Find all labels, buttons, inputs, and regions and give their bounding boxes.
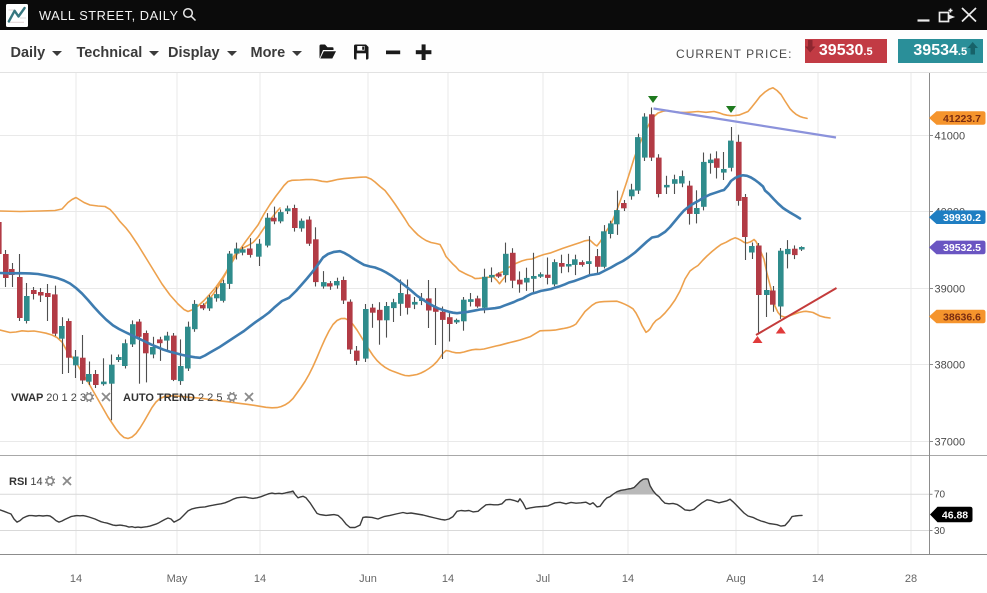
svg-text:VWAP 20 1 2 3: VWAP 20 1 2 3	[11, 392, 86, 404]
svg-text:39930.2: 39930.2	[943, 212, 981, 224]
svg-text:Jul: Jul	[536, 573, 550, 585]
svg-text:14: 14	[812, 573, 824, 585]
svg-text:14: 14	[254, 573, 266, 585]
svg-text:41223.7: 41223.7	[943, 113, 981, 125]
svg-text:RSI 14: RSI 14	[9, 476, 43, 488]
svg-text:Jun: Jun	[359, 573, 377, 585]
svg-text:38000: 38000	[935, 360, 966, 372]
svg-text:39000: 39000	[935, 284, 966, 296]
svg-text:30: 30	[934, 526, 946, 537]
svg-text:14: 14	[622, 573, 634, 585]
svg-text:41000: 41000	[935, 131, 966, 143]
svg-text:28: 28	[905, 573, 917, 585]
svg-text:39532.5: 39532.5	[943, 242, 981, 254]
svg-text:14: 14	[70, 573, 82, 585]
svg-text:14: 14	[442, 573, 454, 585]
svg-text:37000: 37000	[935, 437, 966, 449]
svg-text:Aug: Aug	[726, 573, 746, 585]
svg-text:May: May	[167, 573, 188, 585]
svg-text:38636.6: 38636.6	[943, 311, 981, 323]
svg-text:46.88: 46.88	[942, 509, 968, 521]
svg-text:70: 70	[934, 490, 946, 501]
svg-text:AUTO TREND 2 2 5: AUTO TREND 2 2 5	[123, 392, 222, 404]
